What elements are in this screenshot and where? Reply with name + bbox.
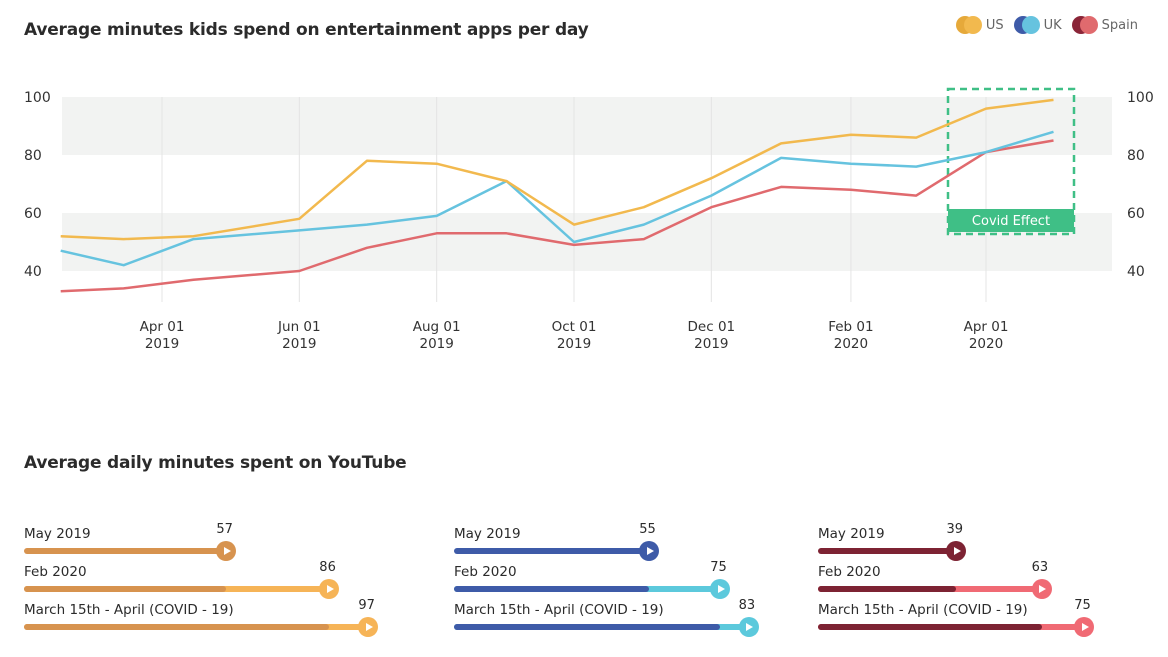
play-knob-icon [1074,617,1095,637]
youtube-row-label: March 15th - April (COVID - 19) [818,602,1028,618]
youtube-chart-title: Average daily minutes spent on YouTube [24,453,407,473]
grid-band-40-60 [62,213,1112,271]
youtube-bar-previous [24,624,330,630]
legend-swatch-uk [1013,16,1040,34]
y-tick-label-right: 40 [1127,264,1145,280]
youtube-bar-previous [818,586,957,592]
youtube-value: 97 [358,598,375,613]
covid-effect-label-bg [948,209,1074,232]
x-tick-label: 2019 [419,336,453,352]
youtube-bar-previous [818,624,1042,630]
series-line-us [60,98,1054,241]
youtube-bar [818,548,957,554]
play-knob-icon [710,579,731,599]
x-tick-label: Aug 01 [413,319,461,335]
legend-swatch-spain [1071,16,1098,34]
youtube-bar [454,548,650,554]
x-tick-label: Apr 01 [140,319,185,335]
play-knob-icon [216,541,237,561]
youtube-row-label: May 2019 [818,526,885,542]
play-knob-icon [358,617,379,637]
y-tick-label-left: 100 [24,90,51,106]
series-line-spain [60,139,1054,293]
youtube-value: 75 [710,560,727,575]
youtube-value: 63 [1031,560,1049,575]
legend-item-spain: Spain [1071,16,1138,34]
x-tick-label: Feb 01 [828,319,873,335]
x-tick-label: Dec 01 [688,319,736,335]
uk-swatch-b [1021,16,1040,34]
y-tick-label-right: 100 [1127,90,1154,106]
youtube-bar [24,548,227,554]
youtube-value: 57 [216,522,233,537]
x-tick-label: 2020 [834,336,868,352]
x-tick-label: 2019 [145,336,179,352]
legend-swatch-us [955,16,982,34]
youtube-value: 86 [319,560,336,575]
y-tick-label-right: 60 [1127,206,1145,222]
legend-item-uk: UK [1013,16,1062,34]
covid-effect-label: Covid Effect [972,214,1050,229]
x-tick-label: 2020 [969,336,1003,352]
youtube-bar-previous [24,586,227,592]
x-tick-label: Jun 01 [277,319,321,335]
youtube-row-label: Feb 2020 [454,564,517,580]
x-tick-label: Apr 01 [964,319,1009,335]
x-tick-label: Oct 01 [552,319,597,335]
legend-label-spain: Spain [1101,17,1138,33]
youtube-row-label: March 15th - April (COVID - 19) [454,602,664,618]
legend-item-us: US [955,16,1004,34]
x-tick-label: 2019 [694,336,728,352]
legend-label-uk: UK [1043,17,1062,33]
youtube-value: 39 [946,522,963,537]
y-tick-label-right: 80 [1127,148,1145,164]
y-tick-label-left: 40 [24,264,42,280]
covid-effect-box [946,87,1076,236]
youtube-value: 75 [1074,598,1091,613]
play-knob-icon [639,541,660,561]
youtube-row-label: March 15th - April (COVID - 19) [24,602,234,618]
youtube-row-label: May 2019 [454,526,521,542]
play-knob-icon [946,541,967,561]
spain-swatch-b [1079,16,1098,34]
youtube-value: 83 [738,598,756,613]
play-knob-icon [738,617,759,637]
play-knob-icon [319,579,340,599]
us-swatch-b [963,16,982,34]
grid-band-80-100 [62,97,1112,155]
x-tick-label: 2019 [557,336,591,352]
line-chart-title: Average minutes kids spend on entertainm… [24,20,589,40]
youtube-row-label: Feb 2020 [24,564,87,580]
youtube-bar-previous [454,624,721,630]
x-tick-label: 2019 [282,336,316,352]
youtube-value: 55 [639,522,656,537]
youtube-row-label: Feb 2020 [818,564,881,580]
y-tick-label-left: 80 [24,148,42,164]
youtube-bar-previous [454,586,650,592]
y-tick-label-left: 60 [24,206,42,222]
play-knob-icon [1031,579,1052,599]
youtube-row-label: May 2019 [24,526,91,542]
legend-label-us: US [985,17,1004,33]
chart-legend: US UK Spain [955,16,1138,34]
series-line-uk [60,130,1054,267]
